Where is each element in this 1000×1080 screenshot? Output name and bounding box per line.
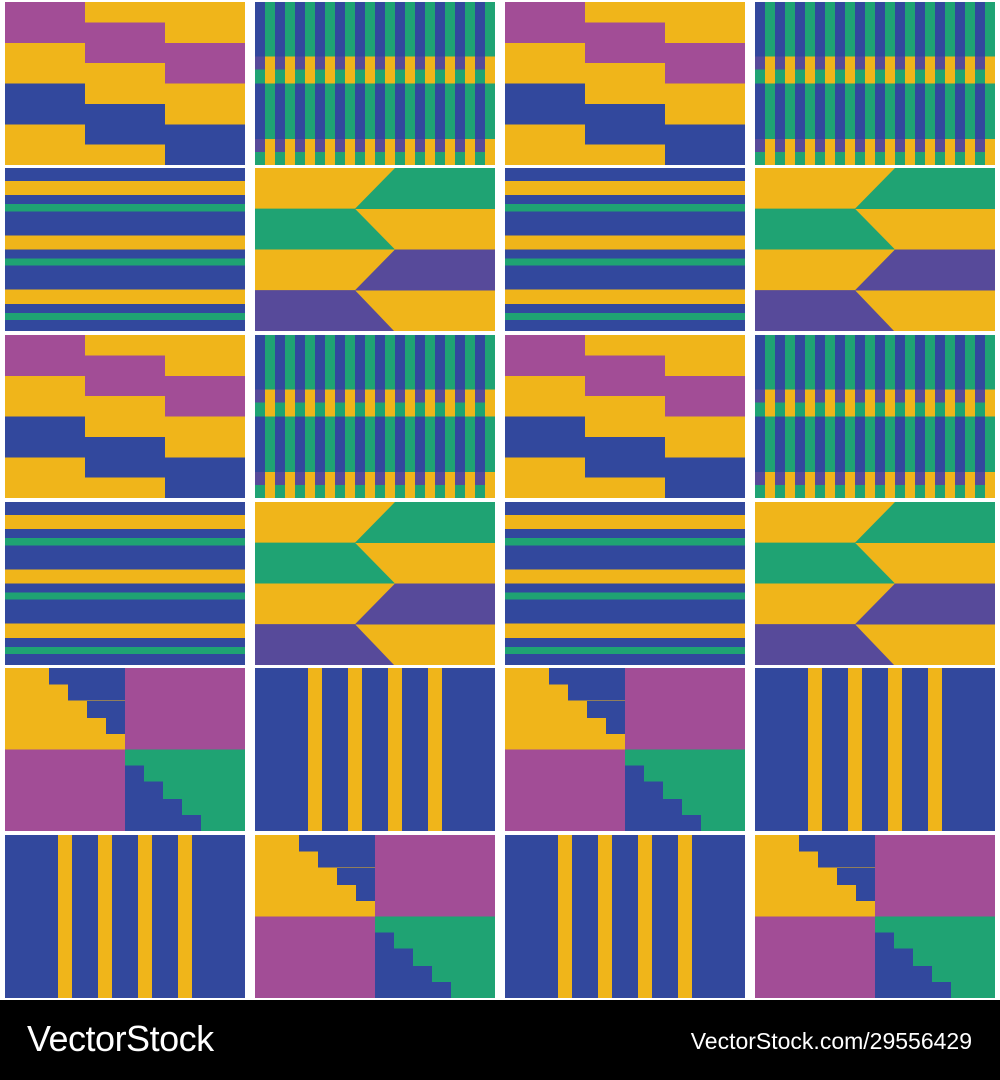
tile-staircase <box>255 835 495 998</box>
tile-weft-stripes <box>5 168 245 331</box>
tile-blocks <box>505 335 745 498</box>
tile-chevron <box>755 168 995 331</box>
vectorstock-logo: VectorStock <box>27 1018 214 1059</box>
tile-yellow-pinstripes <box>255 668 495 831</box>
tile-weft-stripes <box>5 502 245 665</box>
tile-staircase <box>505 668 745 831</box>
tile-warp-stripes <box>255 2 495 165</box>
kente-pattern-grid <box>5 2 995 998</box>
tile-chevron <box>255 168 495 331</box>
tile-staircase <box>5 668 245 831</box>
tile-weft-stripes <box>505 168 745 331</box>
tile-weft-stripes <box>505 502 745 665</box>
tile-warp-stripes <box>755 2 995 165</box>
image-url-text: VectorStock.com/29556429 <box>690 1028 972 1054</box>
tile-blocks <box>505 2 745 165</box>
tile-yellow-pinstripes <box>755 668 995 831</box>
tile-yellow-pinstripes <box>5 835 245 998</box>
tile-warp-stripes <box>755 335 995 498</box>
tile-blocks <box>5 335 245 498</box>
watermark-footer: VectorStock VectorStock.com/29556429 <box>0 1000 1000 1080</box>
tile-chevron <box>255 502 495 665</box>
tile-warp-stripes <box>255 335 495 498</box>
tile-yellow-pinstripes <box>505 835 745 998</box>
tile-chevron <box>755 502 995 665</box>
tile-blocks <box>5 2 245 165</box>
tile-staircase <box>755 835 995 998</box>
